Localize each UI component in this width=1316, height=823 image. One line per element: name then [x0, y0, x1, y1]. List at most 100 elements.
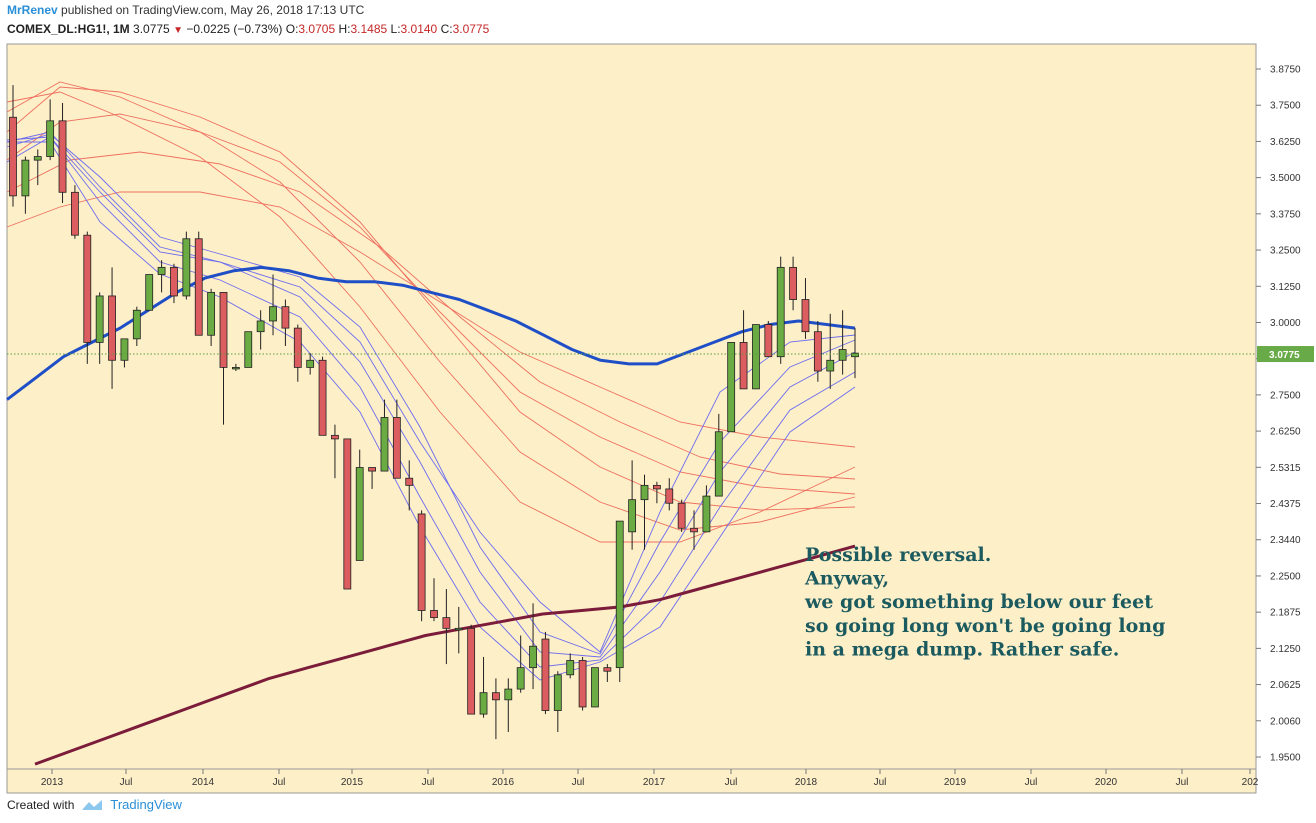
candle-down: [293, 324, 302, 382]
candle-body: [603, 667, 612, 672]
low-value: 3.0140: [400, 22, 438, 36]
candle-up: [553, 671, 562, 732]
candle-body: [529, 645, 537, 669]
open-label: O:: [285, 22, 299, 36]
price-tick-label: 3.7500: [1270, 101, 1301, 112]
candle-up: [120, 338, 129, 368]
candle-body: [83, 234, 92, 343]
price-tick-label: 2.0625: [1270, 680, 1301, 691]
price-tick-label: 3.1250: [1270, 282, 1301, 293]
candle-body: [591, 667, 599, 708]
price-tick-label: 1.9500: [1270, 753, 1301, 764]
candle-up: [256, 310, 265, 350]
high-label: H:: [338, 22, 351, 36]
candle-body: [813, 331, 822, 372]
candle-body: [318, 359, 327, 436]
candle-body: [331, 434, 339, 440]
annotation-text-line: Anyway,: [804, 568, 889, 590]
candle-body: [120, 338, 129, 361]
publish-text: published on TradingView.com, May 26, 20…: [61, 3, 365, 17]
candle-body: [355, 467, 364, 561]
annotation-text-line: in a mega dump. Rather safe.: [805, 638, 1119, 660]
candle-body: [108, 295, 116, 361]
candle-down: [331, 424, 339, 479]
candle-body: [194, 238, 203, 336]
last-price-badge-label: 3.0775: [1269, 350, 1300, 361]
tradingview-logo-icon: [82, 799, 103, 810]
candle-body: [789, 266, 797, 300]
candle-up: [640, 474, 649, 550]
annotation-text-line: so going long won't be going long: [805, 615, 1165, 637]
candle-down: [578, 656, 587, 711]
down-triangle-icon: ▼: [173, 25, 183, 36]
time-tick-label: Jul: [1176, 777, 1189, 788]
time-tick-label: Jul: [422, 777, 435, 788]
candle-body: [157, 266, 166, 275]
price-change: −0.0225 (−0.73%): [186, 22, 283, 36]
candle-body: [492, 692, 500, 701]
candle-up: [157, 260, 166, 293]
candle-down: [764, 320, 773, 358]
candle-body: [454, 627, 463, 631]
candle-down: [690, 510, 698, 550]
price-chart[interactable]: 3.8750 3.7500 3.6250 3.5000 3.3750 3.2500 3.12…: [0, 42, 1316, 794]
price-tick-label: 2.4375: [1270, 499, 1301, 510]
candle-body: [132, 309, 141, 340]
candle-up: [269, 274, 277, 336]
ema-ribbon-red-line: [6, 91, 856, 543]
annotation-text-line: Possible reversal.: [805, 544, 991, 566]
candle-body: [752, 324, 760, 390]
author-link[interactable]: MrRenev: [7, 3, 58, 17]
candle-body: [231, 367, 240, 370]
candle-down: [492, 678, 500, 740]
open-value: 3.0705: [298, 22, 336, 36]
candle-down: [194, 231, 203, 336]
close-label: C:: [440, 22, 453, 36]
chart-container[interactable]: 3.8750 3.7500 3.6250 3.5000 3.3750 3.2500 3.12…: [0, 42, 1316, 794]
candle-body: [516, 667, 525, 690]
candle-down: [417, 510, 426, 622]
candle-body: [727, 342, 736, 433]
price-tick-label: 2.3440: [1270, 535, 1301, 546]
candle-body: [776, 266, 785, 358]
candle-up: [591, 667, 599, 708]
candle-up: [566, 653, 575, 679]
tradingview-link[interactable]: TradingView: [110, 797, 182, 812]
candle-body: [690, 527, 698, 533]
price-tick-label: 2.1875: [1270, 608, 1301, 619]
candle-up: [244, 331, 253, 368]
time-tick-label: Jul: [120, 777, 133, 788]
price-tick-label: 2.5315: [1270, 463, 1301, 474]
time-tick-label: 2020: [1095, 777, 1118, 788]
candle-up: [95, 292, 104, 364]
time-tick-label: 2016: [492, 777, 515, 788]
last-price: 3.0775: [133, 22, 170, 36]
candle-body: [640, 484, 649, 501]
candle-down: [430, 578, 438, 622]
candle-body: [714, 431, 723, 497]
candle-body: [21, 159, 30, 197]
time-tick-label: Jul: [725, 777, 738, 788]
candle-up: [714, 413, 723, 497]
time-tick-label: 2014: [192, 777, 215, 788]
candle-body: [665, 488, 674, 504]
candle-up: [752, 324, 760, 390]
candle-up: [306, 353, 315, 375]
ema-ribbon-red-line: [6, 86, 856, 511]
candle-body: [9, 116, 17, 197]
time-tick-label: 2015: [341, 777, 364, 788]
candle-body: [677, 502, 686, 529]
symbol-label[interactable]: COMEX_DL:HG1!, 1M: [7, 22, 130, 36]
ema-ribbon-red-line: [6, 151, 856, 480]
candle-body: [281, 306, 290, 329]
price-tick-label: 3.8750: [1270, 65, 1301, 76]
candle-down: [392, 399, 401, 479]
candle-body: [256, 320, 265, 333]
candle-body: [182, 238, 191, 297]
high-value: 3.1485: [350, 22, 388, 36]
candle-up: [33, 149, 42, 186]
ema-ribbon-blue-line: [6, 136, 856, 668]
candle-down: [665, 478, 674, 511]
candle-down: [541, 631, 550, 715]
candle-body: [306, 359, 315, 368]
